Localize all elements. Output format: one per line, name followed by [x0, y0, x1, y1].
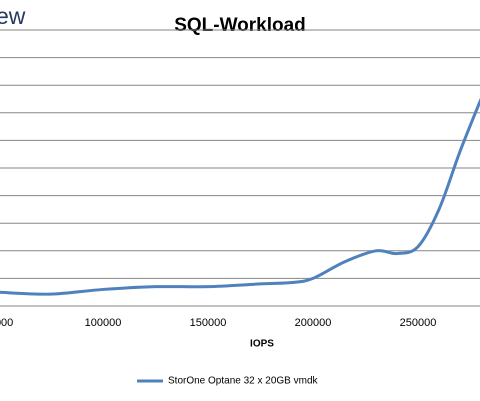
chart-title: SQL-Workload [174, 15, 306, 36]
x-tick-label: 200000 [295, 317, 332, 329]
x-axis-label: IOPS [250, 339, 274, 350]
legend-label: StorOne Optane 32 x 20GB vmdk [168, 376, 319, 387]
logo: ew [0, 3, 26, 29]
x-tick-label: 250000 [400, 317, 437, 329]
legend: StorOne Optane 32 x 20GB vmdk [137, 376, 319, 387]
series-line [0, 98, 480, 296]
x-tick-label: 50000 [0, 317, 13, 329]
x-tick-label: 150000 [190, 317, 227, 329]
x-tick-label: 100000 [85, 317, 122, 329]
